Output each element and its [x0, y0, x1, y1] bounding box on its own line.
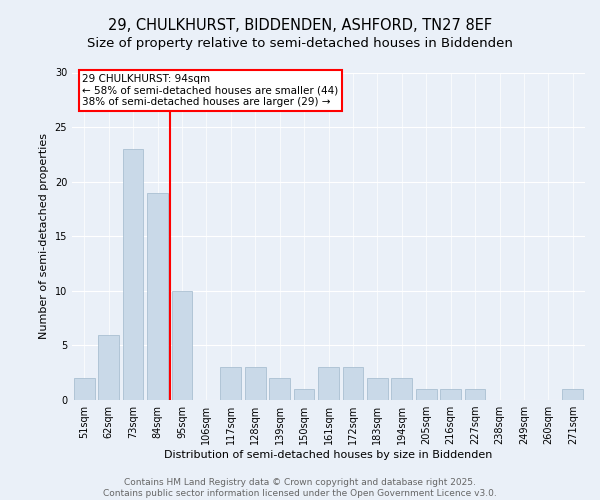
Bar [147, 192, 168, 400]
Bar [464, 389, 485, 400]
Bar [293, 389, 314, 400]
X-axis label: Distribution of semi-detached houses by size in Biddenden: Distribution of semi-detached houses by … [164, 450, 493, 460]
Bar [122, 149, 143, 400]
Text: Size of property relative to semi-detached houses in Biddenden: Size of property relative to semi-detach… [87, 38, 513, 51]
Bar [98, 334, 119, 400]
Bar [440, 389, 461, 400]
Bar [245, 367, 266, 400]
Bar [318, 367, 339, 400]
Bar [172, 291, 193, 400]
Bar [562, 389, 583, 400]
Bar [269, 378, 290, 400]
Text: 29 CHULKHURST: 94sqm
← 58% of semi-detached houses are smaller (44)
38% of semi-: 29 CHULKHURST: 94sqm ← 58% of semi-detac… [82, 74, 338, 108]
Bar [391, 378, 412, 400]
Bar [220, 367, 241, 400]
Bar [74, 378, 95, 400]
Y-axis label: Number of semi-detached properties: Number of semi-detached properties [39, 133, 49, 339]
Bar [343, 367, 364, 400]
Bar [416, 389, 437, 400]
Text: Contains HM Land Registry data © Crown copyright and database right 2025.
Contai: Contains HM Land Registry data © Crown c… [103, 478, 497, 498]
Text: 29, CHULKHURST, BIDDENDEN, ASHFORD, TN27 8EF: 29, CHULKHURST, BIDDENDEN, ASHFORD, TN27… [108, 18, 492, 32]
Bar [367, 378, 388, 400]
